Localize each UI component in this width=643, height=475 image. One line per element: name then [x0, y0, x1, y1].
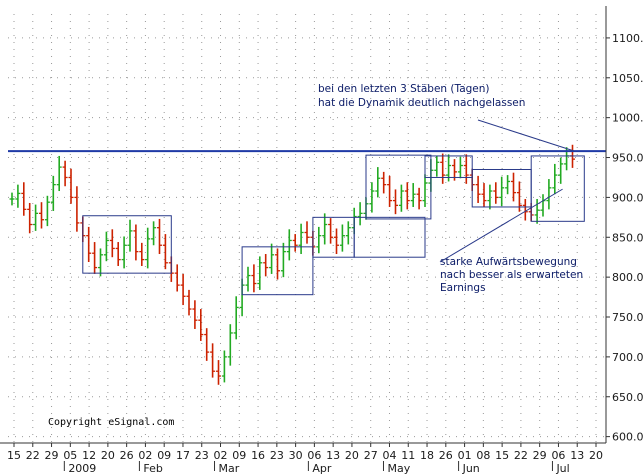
x-tick-label: 08 — [476, 449, 490, 462]
x-tick-label: 11 — [401, 449, 415, 462]
x-tick-label: 27 — [364, 449, 378, 462]
x-tick-label: 23 — [195, 449, 209, 462]
x-tick-label: 02 — [138, 449, 152, 462]
annotation-earnings-line-3: Earnings — [440, 282, 486, 294]
month-label: Mar — [219, 462, 240, 475]
month-label: Jun — [462, 462, 480, 475]
y-tick-label: 950.00 — [612, 152, 643, 165]
x-axis-ticks: 15 22 29 05 12 20 26 02 09 17 23 02 09 16 23 30 06 13 20 27… — [7, 443, 603, 462]
x-tick-label: 20 — [589, 449, 603, 462]
consolidation-box — [424, 155, 473, 178]
month-label: May — [387, 462, 410, 475]
annotation-earnings-arrow — [439, 188, 563, 263]
x-axis-months: 2009 Feb Mar Apr May Jun Jul — [63, 461, 570, 475]
x-tick-label: 09 — [232, 449, 246, 462]
annotation-momentum-arrow — [477, 119, 575, 152]
svg-text:starke Aufwärtsbewegung: starke Aufwärtsbewegung — [440, 256, 577, 268]
svg-text:Earnings: Earnings — [440, 282, 486, 294]
x-tick-label: 16 — [251, 449, 265, 462]
svg-text:hat die Dynamik deutlich nachg: hat die Dynamik deutlich nachgelassen — [318, 97, 525, 109]
month-label: Jul — [555, 462, 569, 475]
annotation-momentum-line-1: bei den letzten 3 Stäben (Tagen) — [318, 83, 490, 95]
x-tick-label: 26 — [439, 449, 453, 462]
consolidation-box — [530, 155, 585, 222]
x-tick-label: 01 — [458, 449, 472, 462]
y-tick-label: 600.00 — [612, 431, 643, 444]
x-tick-label: 04 — [382, 449, 396, 462]
y-tick-label: 650.00 — [612, 391, 643, 404]
x-tick-label: 18 — [420, 449, 434, 462]
annotation-momentum-line-2: hat die Dynamik deutlich nachgelassen — [318, 97, 525, 109]
x-tick-label: 20 — [345, 449, 359, 462]
x-tick-label: 26 — [120, 449, 134, 462]
consolidation-boxes — [82, 154, 585, 296]
x-tick-label: 06 — [307, 449, 321, 462]
y-tick-label: 900.00 — [612, 191, 643, 204]
svg-text:nach besser als erwarteten: nach besser als erwarteten — [440, 269, 583, 281]
y-tick-label: 800.00 — [612, 271, 643, 284]
annotation-earnings-line-2: nach besser als erwarteten — [440, 269, 583, 281]
month-label: Apr — [312, 462, 332, 475]
y-tick-label: 750.00 — [612, 311, 643, 324]
consolidation-box — [353, 216, 426, 258]
y-tick-label: 850.00 — [612, 231, 643, 244]
consolidation-box — [82, 215, 172, 274]
month-label: Feb — [143, 462, 162, 475]
x-tick-label: 22 — [514, 449, 528, 462]
x-tick-label: 15 — [495, 449, 509, 462]
consolidation-box — [365, 154, 432, 220]
x-tick-label: 17 — [176, 449, 190, 462]
x-tick-label: 06 — [551, 449, 565, 462]
x-tick-label: 29 — [45, 449, 59, 462]
y-axis-ticks: 1100.00 1050.00 1000.00 950.00 900.00 850.00 8… — [606, 32, 643, 444]
y-tick-label: 1050.00 — [612, 72, 643, 85]
annotation-earnings-line-1: starke Aufwärtsbewegung — [440, 256, 577, 268]
x-tick-label: 22 — [26, 449, 40, 462]
y-tick-label: 1100.00 — [612, 32, 643, 45]
x-tick-label: 05 — [63, 449, 77, 462]
x-tick-label: 20 — [101, 449, 115, 462]
y-tick-label: 700.00 — [612, 351, 643, 364]
copyright-text: Copyright eSignal.com — [48, 417, 174, 428]
consolidation-box — [241, 246, 314, 296]
x-tick-label: 09 — [157, 449, 171, 462]
x-tick-label: 23 — [270, 449, 284, 462]
x-tick-label: 29 — [533, 449, 547, 462]
grid-lines — [8, 14, 606, 443]
svg-text:bei den letzten 3 Stäben (Tage: bei den letzten 3 Stäben (Tagen) — [318, 83, 490, 95]
x-tick-label: 02 — [214, 449, 228, 462]
annotation-momentum: bei den letzten 3 Stäben (Tagen) hat die… — [318, 83, 575, 152]
x-tick-label: 30 — [289, 449, 303, 462]
annotation-earnings: starke Aufwärtsbewegung nach besser als … — [439, 188, 583, 294]
x-tick-label: 13 — [326, 449, 340, 462]
month-label: 2009 — [68, 462, 96, 475]
x-tick-label: 13 — [570, 449, 584, 462]
axes — [0, 6, 607, 444]
x-tick-label: 15 — [7, 449, 21, 462]
x-tick-label: 12 — [82, 449, 96, 462]
y-tick-label: 1000.00 — [612, 112, 643, 125]
